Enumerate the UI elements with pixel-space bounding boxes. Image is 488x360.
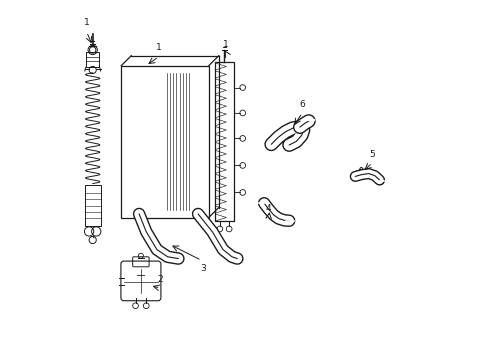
Text: 4: 4 xyxy=(265,204,271,213)
Bar xyxy=(84,185,101,226)
Text: 5: 5 xyxy=(369,149,374,158)
Text: 6: 6 xyxy=(299,100,305,109)
Text: 1: 1 xyxy=(83,18,89,27)
Bar xyxy=(86,52,99,67)
Bar xyxy=(215,62,233,221)
Text: 2: 2 xyxy=(158,275,163,284)
Text: 3: 3 xyxy=(200,264,205,273)
Bar xyxy=(121,66,208,217)
Text: 1: 1 xyxy=(223,40,229,49)
Text: 1: 1 xyxy=(156,44,162,53)
